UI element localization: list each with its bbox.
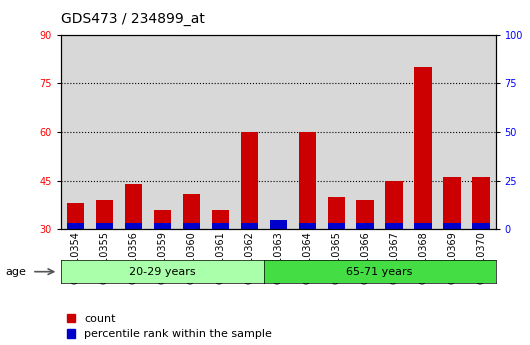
Bar (154, 210, 171, 229)
Bar (241, 223, 258, 229)
Bar (211, 210, 229, 229)
Bar (298, 132, 316, 229)
Bar (125, 184, 142, 229)
Bar (270, 220, 287, 229)
Bar (241, 132, 258, 229)
Bar (67, 223, 84, 229)
Bar (328, 223, 345, 229)
Bar (472, 223, 490, 229)
Bar (328, 197, 345, 229)
Bar (96, 223, 113, 229)
Bar (298, 223, 316, 229)
Bar (154, 223, 171, 229)
Text: age: age (5, 267, 26, 277)
Bar (385, 223, 403, 229)
Bar (357, 223, 374, 229)
Bar (414, 223, 432, 229)
Bar (385, 181, 403, 229)
Bar (414, 67, 432, 229)
Bar (472, 177, 490, 229)
Bar (96, 200, 113, 229)
Bar (357, 200, 374, 229)
Text: 65-71 years: 65-71 years (347, 267, 413, 277)
Text: GDS473 / 234899_at: GDS473 / 234899_at (61, 12, 205, 26)
Text: 20-29 years: 20-29 years (129, 267, 196, 277)
Bar (211, 223, 229, 229)
Bar (183, 223, 200, 229)
Bar (444, 223, 461, 229)
Bar (125, 223, 142, 229)
Bar (183, 194, 200, 229)
Bar (67, 204, 84, 229)
Bar (270, 226, 287, 229)
Legend: count, percentile rank within the sample: count, percentile rank within the sample (66, 314, 272, 339)
Bar (444, 177, 461, 229)
